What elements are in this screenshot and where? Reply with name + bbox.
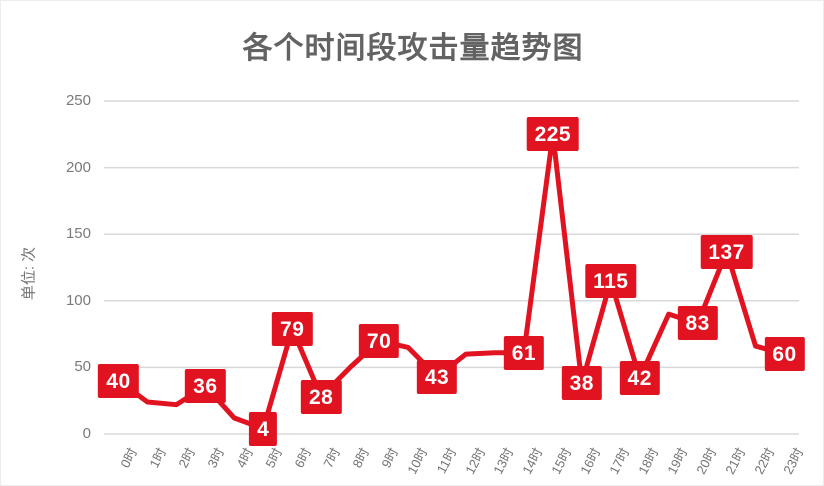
y-tick-label: 50 (74, 358, 91, 376)
data-label: 38 (561, 366, 602, 401)
data-label: 36 (185, 369, 226, 404)
data-label: 4 (249, 411, 278, 446)
y-tick-label: 0 (82, 425, 91, 442)
data-label: 61 (503, 335, 545, 370)
data-label: 137 (700, 234, 753, 269)
data-label: 28 (301, 379, 342, 414)
data-label: 83 (677, 306, 718, 341)
data-label: 43 (416, 359, 458, 394)
y-tick-label: 100 (65, 291, 91, 309)
data-label: 115 (585, 263, 637, 298)
data-label: 42 (619, 361, 660, 396)
y-tick-label: 150 (65, 225, 91, 243)
data-label: 40 (98, 363, 139, 398)
chart-title: 各个时间段攻击量趋势图 (242, 32, 584, 65)
data-label: 225 (526, 117, 580, 152)
data-label: 60 (764, 337, 805, 372)
y-tick-label: 250 (65, 92, 91, 109)
data-label: 70 (358, 323, 400, 358)
data-label: 79 (272, 311, 313, 346)
y-tick-label: 200 (65, 158, 91, 176)
